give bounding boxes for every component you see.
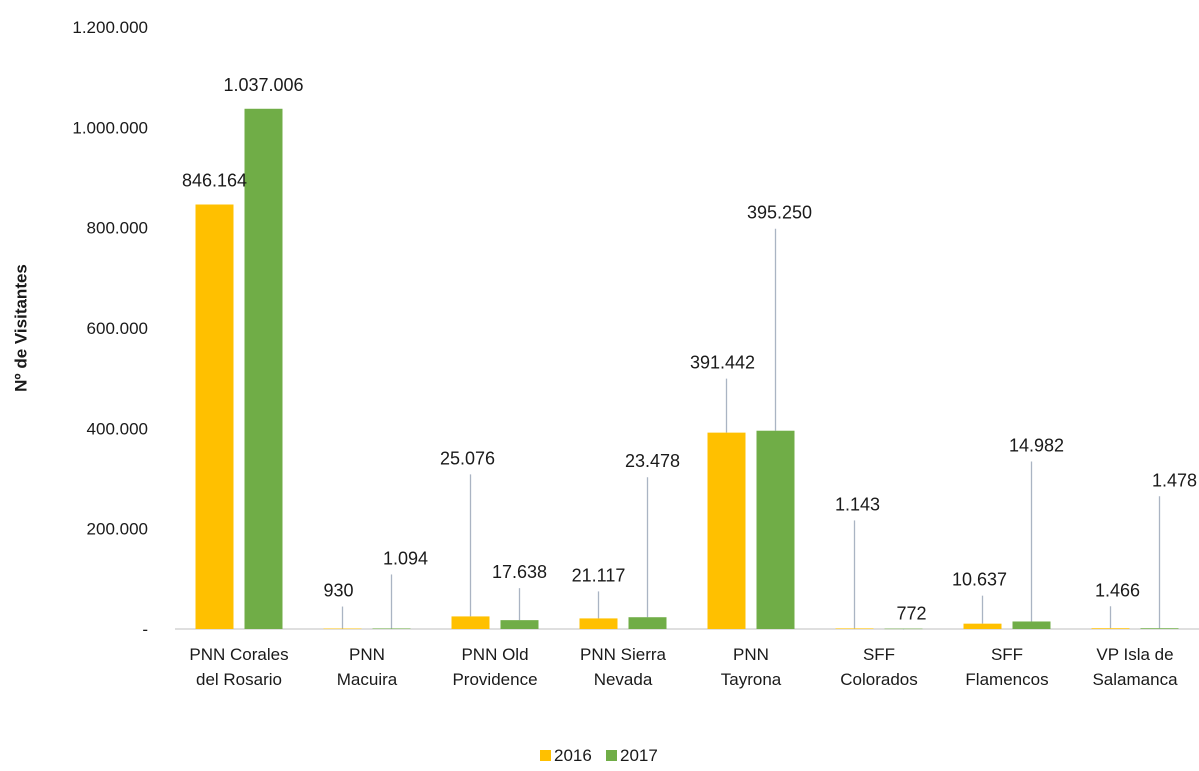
y-tick-label: 1.200.000 — [72, 18, 148, 37]
bar-2016-0 — [195, 204, 234, 629]
data-label-2017-0: 1.037.006 — [223, 75, 303, 95]
bar-2017-3 — [628, 617, 667, 629]
y-axis-title: Nº de Visitantes — [11, 264, 30, 392]
data-label-2016-3: 21.117 — [572, 565, 626, 585]
data-label-2016-5: 1.143 — [835, 494, 880, 514]
category-label-4: PNN Tayrona — [721, 645, 782, 689]
data-labels: 846.164 1.037.006 930 1.094 25.076 17.638 21.1… — [182, 75, 1197, 624]
category-label-0: PNN Corales del Rosario — [189, 645, 288, 689]
bars — [195, 108, 1179, 630]
data-label-2017-3: 23.478 — [625, 451, 680, 471]
bar-2017-6 — [1012, 621, 1051, 629]
category-label-7: VP Isla de Salamanca — [1092, 645, 1178, 689]
data-label-2016-0: 846.164 — [182, 171, 247, 191]
legend-label-2017: 2017 — [620, 746, 658, 765]
data-label-2017-5: 772 — [896, 604, 926, 624]
category-label-2: PNN Old Providence — [452, 645, 537, 689]
bar-2017-7 — [1140, 628, 1179, 629]
data-label-2017-6: 14.982 — [1009, 435, 1064, 455]
y-axis-ticks: - 200.000 400.000 600.000 800.000 1.000.000 1.… — [72, 18, 148, 639]
bar-2016-1 — [323, 628, 362, 630]
bar-2016-6 — [963, 623, 1002, 629]
data-label-2016-4: 391.442 — [690, 353, 755, 373]
legend-swatch-2016 — [540, 750, 551, 761]
y-tick-label: 600.000 — [87, 319, 148, 338]
legend-swatch-2017 — [606, 750, 617, 761]
category-labels: PNN Corales del Rosario PNN Macuira PNN Old P… — [189, 645, 1178, 689]
category-label-6: SFF Flamencos — [965, 645, 1048, 689]
bar-2017-1 — [372, 628, 411, 629]
y-axis-title-group: Nº de Visitantes — [11, 264, 30, 392]
bar-2017-4 — [756, 430, 795, 629]
bar-2017-2 — [500, 620, 539, 629]
bar-2017-0 — [244, 108, 283, 629]
y-tick-label: 1.000.000 — [72, 118, 148, 137]
data-label-2017-1: 1.094 — [383, 548, 428, 568]
data-label-2016-1: 930 — [323, 581, 353, 601]
bar-2016-7 — [1091, 628, 1130, 629]
y-tick-label: 800.000 — [87, 219, 148, 238]
bar-2016-3 — [579, 618, 618, 629]
bar-2017-5 — [884, 628, 923, 630]
y-tick-label: 400.000 — [87, 419, 148, 438]
data-label-2017-4: 395.250 — [747, 203, 812, 223]
bar-2016-5 — [835, 628, 874, 629]
data-label-leader-lines — [341, 228, 1161, 630]
legend: 2016 2017 — [540, 746, 658, 765]
bar-2016-4 — [707, 432, 746, 629]
y-tick-label: 200.000 — [87, 520, 148, 539]
data-label-2017-2: 17.638 — [492, 562, 547, 582]
bar-2016-2 — [451, 616, 490, 629]
category-label-1: PNN Macuira — [337, 645, 398, 689]
data-label-2016-2: 25.076 — [440, 448, 495, 468]
category-label-3: PNN Sierra Nevada — [580, 645, 667, 689]
category-label-5: SFF Colorados — [840, 645, 918, 689]
data-label-2017-7: 1.478 — [1152, 470, 1197, 490]
data-label-2016-6: 10.637 — [952, 570, 1007, 590]
data-label-2016-7: 1.466 — [1095, 580, 1140, 600]
legend-label-2016: 2016 — [554, 746, 592, 765]
y-tick-label: - — [142, 620, 148, 639]
